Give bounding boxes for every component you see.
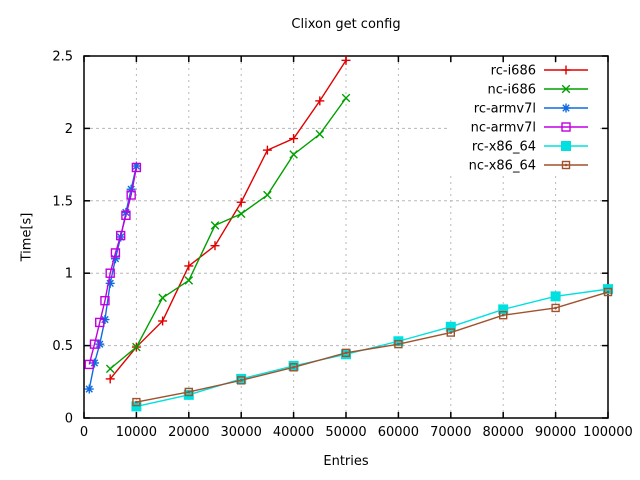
data-point-marker [498,304,509,315]
data-point-marker [132,342,141,352]
legend: rc-i686 nc-i686 rc-armv7l nc-armv7l rc-x86_6… [450,63,597,176]
x-axis-label: Entries [323,454,369,469]
data-point-marker [105,364,115,374]
data-point-marker [89,339,100,349]
x-tick-label: 10000 [116,425,157,440]
legend-row-nc-x86_64: nc-x86_64 [469,159,588,174]
legend-label-nc-x86_64: nc-x86_64 [469,159,536,174]
data-point-marker [158,293,167,303]
data-point-marker [445,321,456,332]
y-tick-labels: 0 0.5 1 1.5 2 2.5 [52,50,73,427]
series-nc-armv7l [84,162,142,370]
series-line [88,167,138,365]
series-line [88,165,138,390]
series-rc-x86_64 [131,284,613,412]
x-tick-label: 100000 [583,425,633,440]
data-point-marker [121,210,131,220]
series-line [109,59,347,380]
data-point-marker [115,230,126,241]
x-tick-label: 90000 [535,425,576,440]
data-point-marker [100,296,110,306]
legend-label-nc-i686: nc-i686 [487,83,536,98]
data-point-marker [84,384,94,394]
data-point-marker [132,397,141,407]
data-point-marker [394,339,403,349]
legend-label-rc-x86_64: rc-x86_64 [472,140,536,155]
data-point-marker [131,162,142,173]
data-point-marker [262,145,272,155]
data-point-marker [315,96,325,106]
y-tick-label: 2 [65,122,73,137]
y-tick-label: 1.5 [52,194,73,209]
data-point-marker [105,268,115,278]
y-tick-label: 0 [65,412,73,427]
data-point-marker [341,55,351,65]
data-point-marker [341,93,351,103]
data-point-marker [236,197,246,207]
data-point-marker [84,359,94,370]
x-tick-label: 70000 [430,425,471,440]
x-tick-label: 60000 [378,425,419,440]
x-tick-label: 0 [80,425,88,440]
data-point-marker [551,303,560,313]
x-tick-labels: 0 10000 20000 30000 40000 50000 60000 70000 8000… [80,425,633,440]
data-point-marker [105,374,115,384]
chart-title: Clixon get config [291,17,401,32]
data-point-marker [158,316,168,326]
legend-row-nc-armv7l: nc-armv7l [471,121,588,136]
data-point-marker [446,328,455,337]
x-tick-label: 80000 [483,425,524,440]
series-rc-i686 [105,55,351,384]
data-point-marker [289,150,298,159]
data-point-marker [210,221,220,230]
data-point-marker [184,261,194,271]
series-line [109,97,347,370]
series-line [136,291,609,403]
y-tick-label: 1 [65,267,73,282]
legend-background [450,63,597,176]
data-point-marker [184,387,194,397]
data-point-marker [95,317,105,328]
data-point-marker [341,348,351,358]
data-point-marker [236,376,246,385]
data-point-marker [263,190,272,200]
data-point-marker [110,248,121,258]
data-point-marker [289,134,299,144]
legend-label-rc-armv7l: rc-armv7l [474,102,536,117]
y-tick-label: 0.5 [52,339,73,354]
y-tick-label: 2.5 [52,50,73,65]
legend-row-rc-armv7l: rc-armv7l [474,102,588,117]
data-point-marker [100,315,110,325]
x-tick-label: 20000 [168,425,209,440]
x-tick-label: 40000 [273,425,314,440]
x-tick-label: 30000 [221,425,262,440]
data-point-marker [603,287,613,297]
data-point-marker [499,310,508,320]
legend-row-rc-x86_64: rc-x86_64 [472,140,588,155]
series-nc-x86_64 [132,287,613,407]
legend-label-rc-i686: rc-i686 [491,64,536,79]
data-point-marker [95,339,105,349]
data-point-marker [289,363,298,372]
data-point-marker [184,276,194,285]
series-nc-i686 [105,93,351,374]
legend-row-nc-i686: nc-i686 [487,83,588,98]
x-tick-label: 50000 [325,425,366,440]
data-point-marker [210,241,220,251]
grid [84,56,608,418]
data-point-marker [126,190,136,200]
series-line [136,288,609,408]
legend-row-rc-i686: rc-i686 [491,64,588,79]
data-point-marker [550,291,561,302]
data-point-marker [315,129,325,139]
data-point-marker [236,209,246,219]
legend-label-nc-armv7l: nc-armv7l [471,121,536,136]
